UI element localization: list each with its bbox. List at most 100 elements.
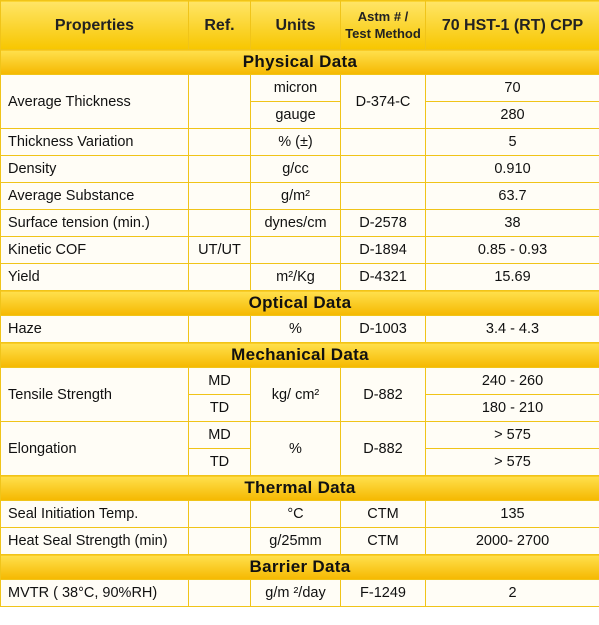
units-cell: g/cc — [250, 155, 341, 183]
method-cell — [340, 128, 426, 156]
value-cell: 63.7 — [425, 182, 599, 210]
section-title: Optical Data — [0, 290, 599, 316]
ref-cell: MD — [188, 421, 251, 449]
spec-table: Properties Ref. Units Astm # / Test Meth… — [0, 0, 599, 607]
section-row: Optical Data — [0, 290, 599, 316]
column-header: 70 HST-1 (RT) CPP — [425, 0, 599, 50]
data-row: MVTR ( 38°C, 90%RH) g/m ²/day F-1249 2 — [0, 579, 599, 607]
ref-cell — [188, 209, 251, 237]
value-cell: 2000- 2700 — [425, 527, 599, 555]
data-row: Average Thickness micron D-374-C 70 — [0, 74, 599, 129]
data-row: Surface tension (min.) dynes/cm D-2578 38 — [0, 209, 599, 237]
property-cell: Seal Initiation Temp. — [0, 500, 189, 528]
data-row: Heat Seal Strength (min) g/25mm CTM 2000- 2… — [0, 527, 599, 555]
section-row: Barrier Data — [0, 554, 599, 580]
property-cell: Tensile Strength — [0, 367, 189, 422]
ref-cell — [188, 74, 251, 129]
data-row: Tensile Strength MD kg/ cm² D-882 240 - 260 — [0, 367, 599, 422]
value-cell: 0.910 — [425, 155, 599, 183]
data-row: Haze% D-1003 3.4 - 4.3 — [0, 315, 599, 343]
section-row: Mechanical Data — [0, 342, 599, 368]
section-title: Mechanical Data — [0, 342, 599, 368]
property-cell: Thickness Variation — [0, 128, 189, 156]
units-cell: g/m² — [250, 182, 341, 210]
method-cell — [340, 155, 426, 183]
value-cell: 5 — [425, 128, 599, 156]
header-row: Properties Ref. Units Astm # / Test Meth… — [0, 0, 599, 50]
units-cell: °C — [250, 500, 341, 528]
value-cell: 135 — [425, 500, 599, 528]
units-cell: g/m ²/day — [250, 579, 341, 607]
section-row: Thermal Data — [0, 475, 599, 501]
value-cell: 0.85 - 0.93 — [425, 236, 599, 264]
property-cell: Average Substance — [0, 182, 189, 210]
data-row: Kinetic COF UT/UT D-1894 0.85 - 0.93 — [0, 236, 599, 264]
ref-cell — [188, 155, 251, 183]
property-cell: Elongation — [0, 421, 189, 476]
ref-cell — [188, 182, 251, 210]
data-row: Thickness Variation % (±) 5 — [0, 128, 599, 156]
method-cell: D-1003 — [340, 315, 426, 343]
units-cell: % — [250, 315, 341, 343]
property-cell: Average Thickness — [0, 74, 189, 129]
ref-cell — [188, 527, 251, 555]
section-title: Barrier Data — [0, 554, 599, 580]
method-cell — [340, 182, 426, 210]
units-cell: micron — [250, 74, 341, 102]
method-cell: F-1249 — [340, 579, 426, 607]
units-cell: dynes/cm — [250, 209, 341, 237]
column-header: Properties — [0, 0, 189, 50]
property-cell: Kinetic COF — [0, 236, 189, 264]
units-cell: m²/Kg — [250, 263, 341, 291]
property-cell: Density — [0, 155, 189, 183]
section-title: Thermal Data — [0, 475, 599, 501]
value-cell: 70 — [425, 74, 599, 102]
value-cell: > 575 — [425, 448, 599, 476]
ref-cell — [188, 315, 251, 343]
ref-cell: MD — [188, 367, 251, 395]
ref-cell — [188, 128, 251, 156]
units-cell — [250, 236, 341, 264]
ref-cell: UT/UT — [188, 236, 251, 264]
property-cell: MVTR ( 38°C, 90%RH) — [0, 579, 189, 607]
table-body: Physical Data Average Thickness micron D-37… — [0, 49, 599, 607]
value-cell: 15.69 — [425, 263, 599, 291]
ref-cell — [188, 500, 251, 528]
ref-cell — [188, 579, 251, 607]
method-cell: D-882 — [340, 421, 426, 476]
method-cell: D-2578 — [340, 209, 426, 237]
property-cell: Yield — [0, 263, 189, 291]
ref-cell: TD — [188, 394, 251, 422]
data-row: Average Substance g/m² 63.7 — [0, 182, 599, 210]
value-cell: 180 - 210 — [425, 394, 599, 422]
data-row: Yield m²/Kg D-4321 15.69 — [0, 263, 599, 291]
method-cell: D-1894 — [340, 236, 426, 264]
units-cell: g/25mm — [250, 527, 341, 555]
column-header: Astm # / Test Method — [340, 0, 426, 50]
value-cell: 3.4 - 4.3 — [425, 315, 599, 343]
column-header: Units — [250, 0, 341, 50]
data-row: TD > 575 — [1, 448, 599, 476]
method-cell: CTM — [340, 527, 426, 555]
method-cell: D-4321 — [340, 263, 426, 291]
value-cell: 240 - 260 — [425, 367, 599, 395]
method-cell: D-374-C — [340, 74, 426, 129]
column-header: Ref. — [188, 0, 251, 50]
data-row: Seal Initiation Temp. °C CTM 135 — [0, 500, 599, 528]
ref-cell — [188, 263, 251, 291]
data-row: Elongation MD% D-882 > 575 — [0, 421, 599, 476]
section-title: Physical Data — [0, 49, 599, 75]
data-row: Density g/cc 0.910 — [0, 155, 599, 183]
units-cell: gauge — [250, 101, 341, 129]
method-cell: D-882 — [340, 367, 426, 422]
property-cell: Heat Seal Strength (min) — [0, 527, 189, 555]
data-row: TD 180 - 210 — [1, 394, 599, 422]
units-cell: kg/ cm² — [250, 367, 341, 422]
method-cell: CTM — [340, 500, 426, 528]
property-cell: Haze — [0, 315, 189, 343]
value-cell: 38 — [425, 209, 599, 237]
value-cell: 2 — [425, 579, 599, 607]
units-cell: % (±) — [250, 128, 341, 156]
units-cell: % — [250, 421, 341, 476]
